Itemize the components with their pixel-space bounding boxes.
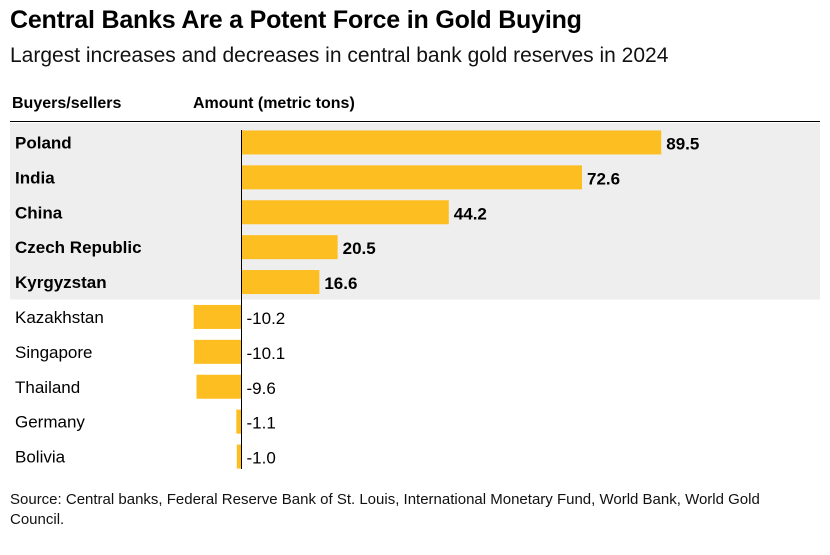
value-label: 72.6 bbox=[587, 169, 620, 188]
value-label: -9.6 bbox=[247, 379, 276, 398]
header-divider bbox=[10, 121, 820, 122]
source-note: Source: Central banks, Federal Reserve B… bbox=[10, 491, 760, 528]
value-label: 16.6 bbox=[324, 274, 357, 293]
category-label: Bolivia bbox=[15, 448, 66, 467]
chart-subtitle: Largest increases and decreases in centr… bbox=[10, 44, 669, 67]
bar bbox=[236, 409, 242, 434]
chart-title: Central Banks Are a Potent Force in Gold… bbox=[10, 6, 582, 34]
bar bbox=[241, 200, 449, 225]
bar bbox=[193, 304, 242, 329]
category-label: Poland bbox=[15, 133, 72, 152]
bar bbox=[196, 374, 242, 399]
category-label: Thailand bbox=[15, 378, 80, 397]
bar bbox=[241, 270, 320, 295]
value-label: -10.2 bbox=[247, 309, 286, 328]
value-label: -1.0 bbox=[247, 449, 276, 468]
bar bbox=[241, 130, 662, 155]
category-label: Czech Republic bbox=[15, 238, 142, 257]
category-label: Kazakhstan bbox=[15, 308, 104, 327]
value-label: 44.2 bbox=[454, 204, 487, 223]
bar bbox=[241, 165, 582, 190]
value-label: 20.5 bbox=[343, 239, 376, 258]
value-label: 89.5 bbox=[666, 134, 699, 153]
bar bbox=[241, 235, 338, 260]
category-label: Singapore bbox=[15, 343, 93, 362]
category-label: Kyrgyzstan bbox=[15, 273, 107, 292]
value-column-header: Amount (metric tons) bbox=[193, 95, 355, 112]
value-label: -10.1 bbox=[247, 344, 286, 363]
bar bbox=[194, 339, 242, 364]
category-label: India bbox=[15, 168, 55, 187]
category-label: Germany bbox=[15, 413, 85, 432]
value-label: -1.1 bbox=[247, 414, 276, 433]
bar bbox=[236, 444, 242, 469]
category-column-header: Buyers/sellers bbox=[12, 95, 122, 112]
category-label: China bbox=[15, 203, 63, 222]
